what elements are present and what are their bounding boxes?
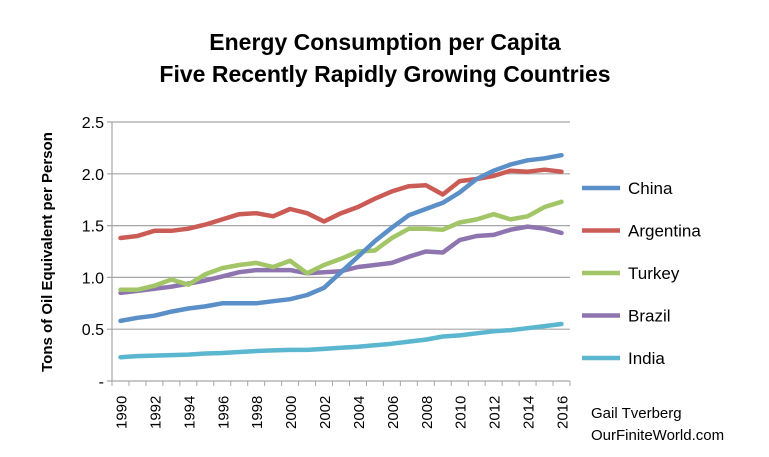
x-tick-label: 1992 (147, 396, 164, 429)
x-axis-ticks: 1990 1992 1994 1996 1998 2000 2002 2004 2006 2008… (111, 381, 572, 429)
series-lines (118, 152, 564, 360)
x-tick-label: 1996 (215, 396, 232, 429)
chart-title-line2: Five Recently Rapidly Growing Countries (159, 61, 610, 87)
series-line-argentina (118, 167, 564, 241)
x-tick-label: 2016 (555, 396, 572, 429)
x-tick-label: 2010 (453, 396, 470, 429)
x-tick-label: 1990 (113, 396, 130, 429)
y-axis-ticks: - 0.5 1.0 1.5 2.0 2.5 (82, 115, 104, 391)
x-tick-label: 2014 (521, 396, 538, 429)
credit-website: OurFiniteWorld.com (591, 427, 724, 444)
x-tick-label: 2006 (385, 396, 402, 429)
y-tick-label: 2.0 (82, 167, 104, 184)
y-tick-label: 1.5 (82, 219, 104, 236)
x-tick-label: 1994 (181, 396, 198, 429)
y-tick-label: 2.5 (82, 115, 104, 132)
x-tick-label: 2012 (487, 396, 504, 429)
x-tick-label: 2002 (317, 396, 334, 429)
legend-label-argentina: Argentina (628, 222, 701, 241)
x-tick-label: 2004 (351, 396, 368, 429)
legend-label-turkey: Turkey (628, 264, 680, 283)
y-tick-label: 1.0 (82, 270, 104, 287)
y-axis-label: Tons of Oil Equivalent per Person (39, 132, 56, 372)
series-line-india (118, 321, 564, 360)
legend-label-china: China (628, 179, 673, 198)
y-tick-label: 0.5 (82, 322, 104, 339)
x-tick-label: 2000 (283, 396, 300, 429)
y-tick-label: - (99, 374, 104, 391)
x-tick-label: 1998 (249, 396, 266, 429)
series-line-turkey (118, 199, 564, 293)
legend-label-india: India (628, 349, 665, 368)
legend-label-brazil: Brazil (628, 307, 671, 326)
gridlines (107, 121, 570, 382)
chart-title-line1: Energy Consumption per Capita (209, 29, 561, 55)
series-line-china (118, 152, 564, 324)
legend: China Argentina Turkey Brazil India (582, 179, 701, 368)
x-tick-label: 2008 (419, 396, 436, 429)
credit-author: Gail Tverberg (591, 405, 682, 422)
